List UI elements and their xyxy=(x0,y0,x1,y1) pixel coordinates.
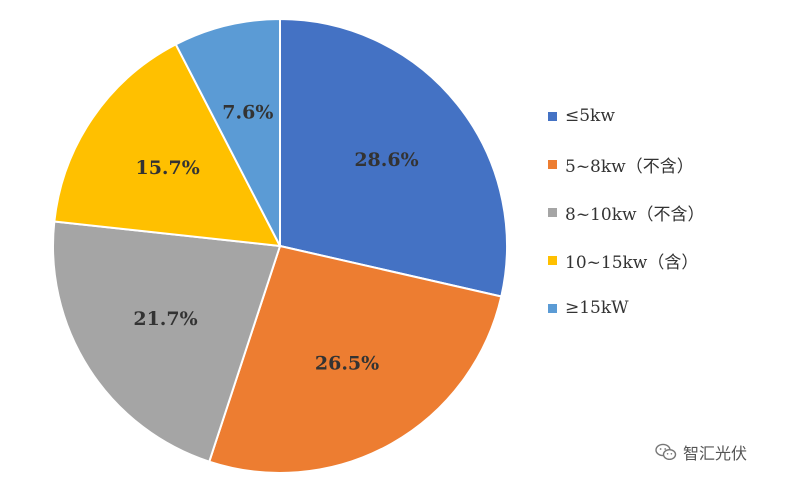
legend-label-3: 8~10kw（不含） xyxy=(565,204,705,225)
legend-label-5: ≥15kW xyxy=(565,298,629,318)
pie-slice-3 xyxy=(52,220,282,463)
data-label-5: 7.6% xyxy=(222,102,273,124)
wechat-icon xyxy=(655,443,677,461)
legend-item-1: ≤5kw xyxy=(548,92,788,140)
data-label-1: 28.6% xyxy=(354,149,418,171)
legend-swatch-3 xyxy=(548,207,557,217)
pie-slice-2 xyxy=(207,244,503,474)
legend-swatch-5 xyxy=(548,303,557,313)
legend-swatch-1 xyxy=(548,111,557,121)
legend-swatch-2 xyxy=(548,159,557,169)
legend: ≤5kw 5~8kw（不含） 8~10kw（不含） 10~15kw（含） ≥15kW xyxy=(548,92,788,332)
watermark-text: 智汇光伏 xyxy=(683,444,748,463)
pie-slice-1 xyxy=(279,17,508,298)
data-label-2: 26.5% xyxy=(315,353,379,375)
legend-item-2: 5~8kw（不含） xyxy=(548,140,788,188)
data-label-3: 21.7% xyxy=(133,308,197,330)
legend-swatch-4 xyxy=(548,255,557,265)
data-label-4: 15.7% xyxy=(135,157,199,179)
legend-item-5: ≥15kW xyxy=(548,284,788,332)
watermark: 智汇光伏 xyxy=(655,440,747,464)
pie-slice-5 xyxy=(174,17,281,247)
legend-label-1: ≤5kw xyxy=(565,106,615,126)
legend-item-4: 10~15kw（含） xyxy=(548,236,788,284)
pie-chart: 28.6% 26.5% 21.7% 15.7% 7.6% xyxy=(52,17,508,474)
legend-label-2: 5~8kw（不含） xyxy=(565,156,694,177)
legend-label-4: 10~15kw（含） xyxy=(565,252,699,273)
pie-slice-4 xyxy=(53,42,282,248)
legend-item-3: 8~10kw（不含） xyxy=(548,188,788,236)
